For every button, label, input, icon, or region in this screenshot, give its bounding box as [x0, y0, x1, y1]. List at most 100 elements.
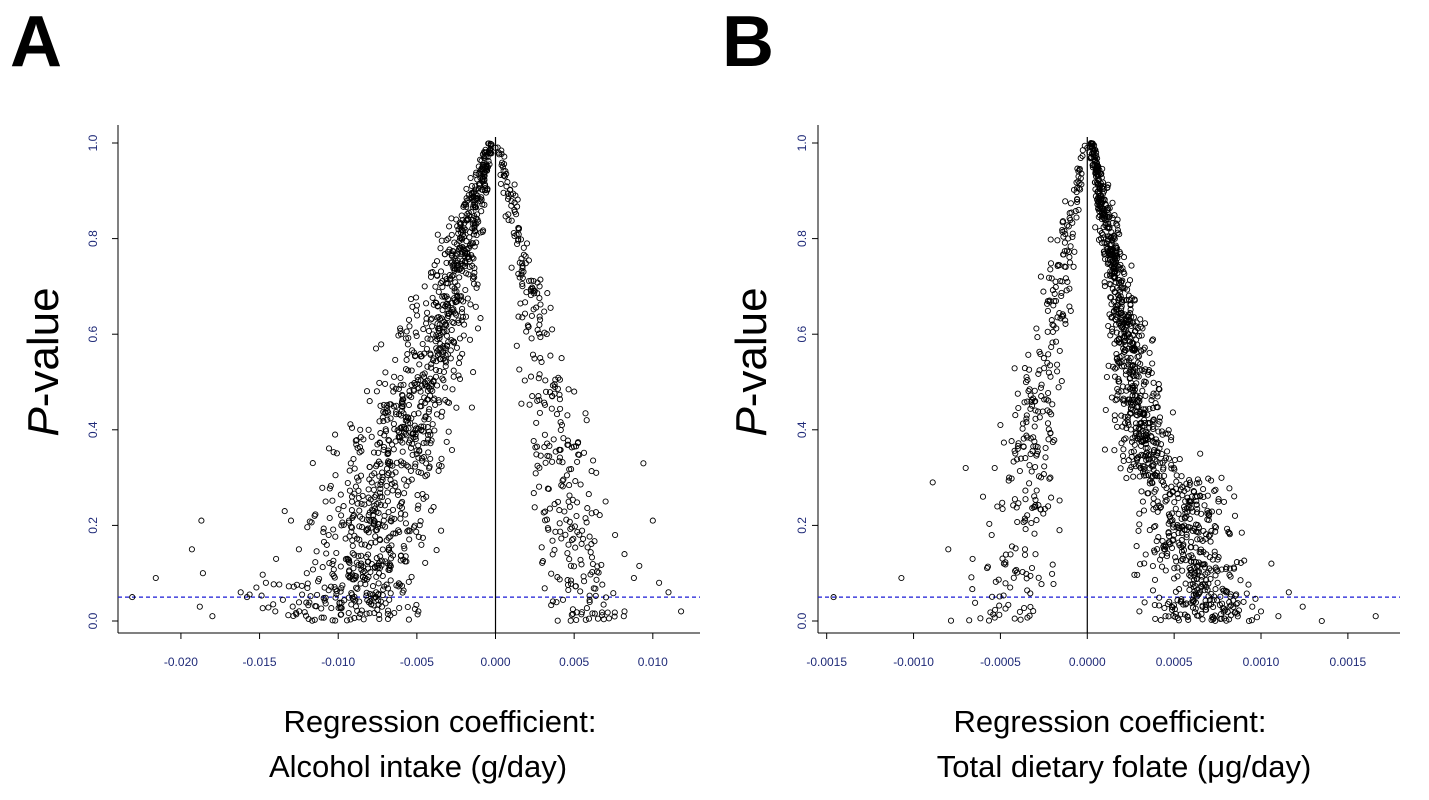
data-point: [551, 383, 558, 391]
data-point: [408, 367, 415, 374]
data-point: [387, 517, 394, 524]
data-point: [612, 531, 619, 539]
data-point: [568, 524, 575, 531]
data-point: [440, 377, 447, 384]
data-point: [1168, 544, 1176, 552]
data-point: [471, 243, 478, 250]
data-point: [306, 518, 313, 525]
data-point: [333, 549, 340, 557]
data-point: [434, 303, 441, 310]
data-point: [470, 231, 477, 238]
data-point: [325, 531, 332, 539]
data-point: [1163, 496, 1170, 504]
data-point: [552, 448, 559, 455]
data-point: [544, 290, 551, 297]
data-point: [479, 201, 486, 208]
data-point: [1054, 368, 1061, 375]
data-point: [1175, 510, 1182, 517]
data-point: [1076, 167, 1083, 174]
data-point: [1207, 538, 1214, 545]
data-point: [1184, 504, 1191, 512]
data-point: [1114, 392, 1121, 399]
data-point: [1233, 601, 1240, 608]
data-point: [1166, 598, 1173, 605]
data-point: [1074, 196, 1081, 203]
data-point: [1050, 322, 1057, 329]
data-point: [1207, 531, 1214, 538]
data-point: [477, 156, 484, 163]
data-point: [382, 426, 389, 433]
data-point: [1183, 513, 1190, 520]
data-point: [996, 602, 1003, 609]
data-point: [1169, 409, 1176, 416]
data-point: [1109, 199, 1116, 206]
data-point: [459, 267, 466, 274]
data-point: [398, 432, 406, 439]
data-point: [1150, 523, 1158, 530]
data-point: [1142, 551, 1149, 558]
data-point: [1073, 214, 1080, 221]
data-point: [1111, 447, 1118, 454]
data-point: [1058, 292, 1065, 300]
data-point: [332, 617, 339, 624]
data-point: [417, 518, 424, 525]
data-point: [1171, 565, 1178, 572]
data-point: [1118, 363, 1126, 370]
data-point: [1190, 488, 1197, 495]
data-point: [353, 584, 360, 591]
data-point: [1157, 617, 1164, 624]
data-point: [1174, 564, 1181, 571]
data-point: [329, 617, 336, 624]
data-point: [1114, 423, 1121, 430]
data-point: [1075, 206, 1082, 213]
data-point: [311, 512, 318, 519]
data-point: [373, 500, 380, 508]
data-point: [1045, 503, 1052, 510]
x-tick-label: 0.0000: [1069, 655, 1106, 669]
data-point: [585, 491, 592, 498]
data-point: [1192, 605, 1199, 612]
data-point: [385, 509, 392, 516]
data-point: [1101, 279, 1108, 286]
data-point: [348, 524, 356, 531]
data-point: [592, 592, 599, 599]
y-axis-label: P-value: [19, 287, 68, 436]
data-point: [1052, 338, 1060, 345]
data-point: [511, 181, 518, 188]
data-point: [523, 328, 530, 335]
data-point: [442, 320, 449, 327]
data-point: [1136, 521, 1143, 528]
data-point: [578, 540, 585, 547]
data-point: [1177, 611, 1184, 618]
data-point: [565, 386, 572, 393]
data-point: [1061, 239, 1068, 246]
data-point: [1024, 434, 1031, 441]
data-point: [385, 544, 392, 551]
data-point: [1043, 396, 1050, 403]
data-point: [523, 240, 531, 247]
data-point: [415, 410, 422, 417]
data-point: [1155, 534, 1162, 541]
data-point: [1033, 325, 1040, 332]
data-point: [1114, 227, 1121, 234]
data-point: [553, 411, 561, 418]
data-point: [346, 487, 353, 494]
data-point: [1124, 399, 1131, 406]
data-point: [423, 345, 430, 352]
data-point: [501, 153, 508, 160]
data-point: [443, 259, 450, 266]
data-point: [547, 352, 554, 359]
data-point: [1195, 524, 1202, 531]
data-point: [530, 287, 537, 294]
data-point: [1149, 587, 1157, 594]
data-point: [371, 494, 378, 501]
data-point: [1032, 398, 1039, 405]
data-point: [392, 483, 399, 490]
data-point: [430, 503, 437, 511]
data-point: [1007, 551, 1014, 558]
data-point: [304, 524, 311, 531]
data-point: [395, 433, 402, 440]
data-point: [574, 499, 581, 506]
data-point: [1133, 373, 1140, 380]
data-point: [549, 326, 556, 333]
